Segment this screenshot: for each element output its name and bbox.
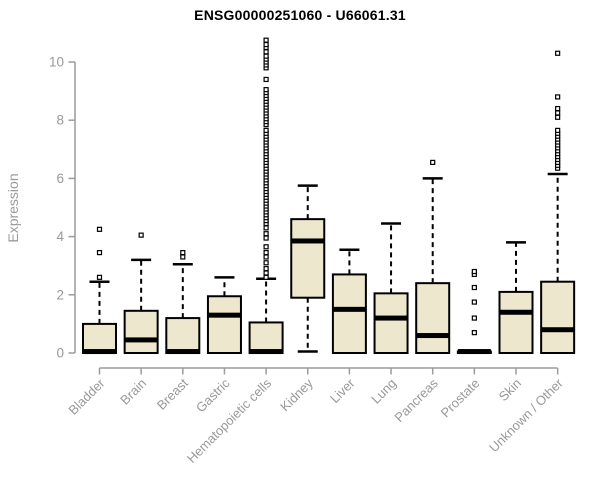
x-tick-label: Brain [117,376,149,408]
y-tick-label: 2 [56,287,64,302]
y-tick-label: 4 [56,229,64,244]
box-brain [123,309,159,354]
median-line [332,306,366,312]
outlier-point [96,226,103,232]
outlier-point [263,87,269,93]
median-line [83,349,116,355]
y-tick-label: 6 [56,171,64,186]
median-line [124,337,158,343]
outlier-point [138,232,144,238]
outlier-point [180,250,186,256]
chart-title: ENSG00000251060 - U66061.31 [194,7,406,23]
outlier-point [96,274,103,280]
median-line [249,349,283,355]
outlier-point [555,127,561,133]
box-skin [498,290,534,355]
median-line [499,309,533,315]
outlier-point [263,76,269,83]
box-kidney [290,218,326,299]
median-line [166,349,200,355]
box-unknown-other [540,280,576,354]
median-line [291,238,325,244]
box-breast [165,317,201,354]
x-tick-label: Breast [154,375,191,412]
outlier-point [471,330,477,336]
outlier-point [263,274,269,280]
outlier-point [263,250,269,256]
box-lung [373,292,409,354]
outlier-point [555,94,561,100]
x-tick-label: Bladder [65,375,108,418]
x-tick-label: Gastric [193,375,233,415]
outlier-point [555,105,561,112]
outlier-point [263,260,269,266]
outlier-point [96,250,103,256]
outlier-point [263,254,269,260]
outlier-point [263,270,269,276]
median-line [416,333,450,339]
outlier-point [180,254,186,260]
outlier-point [471,299,477,305]
x-tick-label: Skin [496,376,524,404]
outlier-point [471,268,477,275]
x-tick-label: Lung [368,376,399,407]
x-tick-label: Pancreas [391,375,441,425]
outlier-point [471,284,477,291]
outlier-point [263,37,269,43]
outlier-point [430,159,436,165]
outlier-point [263,53,269,59]
outlier-point [555,50,561,56]
outlier-point [555,114,561,120]
outlier-point [263,231,269,237]
x-tick-label: Kidney [277,375,316,414]
median-line [457,349,491,355]
outlier-point [263,127,269,133]
y-tick-label: 10 [49,55,64,70]
outlier-point [263,49,269,55]
outlier-point [263,235,269,241]
outlier-point [263,266,269,272]
outlier-point [263,41,269,48]
y-tick-label: 0 [56,346,64,361]
outlier-point [555,110,561,116]
outlier-point [471,315,477,321]
x-tick-label: Prostate [438,376,483,421]
outlier-point [263,244,269,250]
x-tick-label: Unknown / Other [486,375,566,455]
x-tick-label: Liver [327,375,358,406]
box-hematopoietic-cells [248,321,284,355]
box-gastric [206,295,242,355]
median-line [374,315,408,321]
outlier-point [263,225,269,231]
box-pancreas [415,282,451,354]
box-liver [331,273,367,354]
box-bladder [82,322,117,354]
median-line [207,312,241,318]
median-line [541,327,575,333]
y-tick-label: 8 [56,113,64,128]
